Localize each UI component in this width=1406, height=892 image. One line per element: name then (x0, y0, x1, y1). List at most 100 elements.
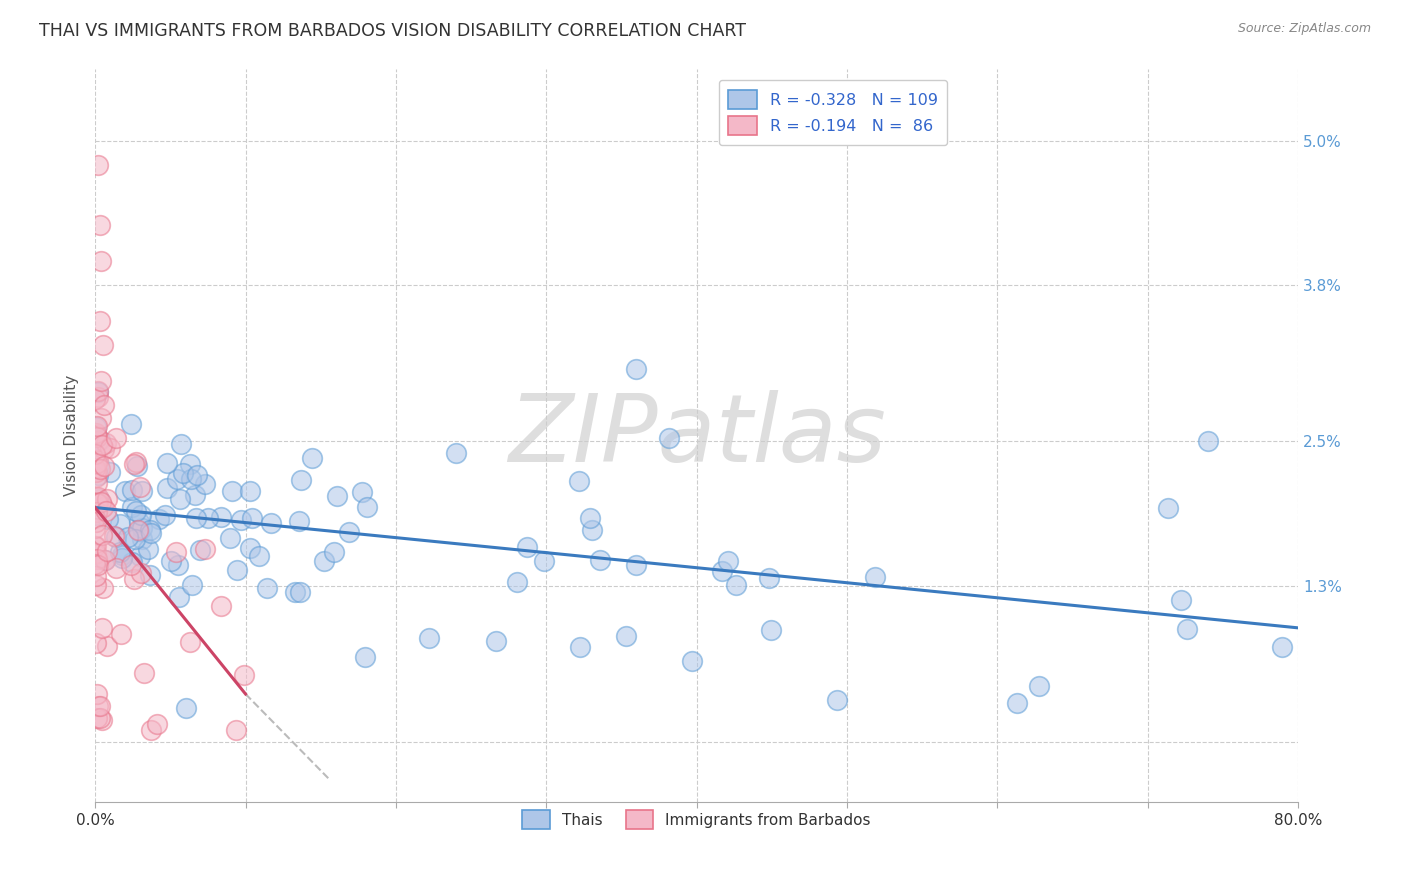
Point (138, 567, 160, 582)
Point (186, 511, 208, 525)
Point (131, 532, 153, 546)
Point (86, 711, 108, 725)
Point (181, 577, 204, 591)
Legend: Thais, Immigrants from Barbados: Thais, Immigrants from Barbados (516, 804, 877, 835)
Point (93, 458, 115, 473)
Point (89, 699, 111, 714)
Point (84, 546, 107, 560)
Point (240, 511, 263, 525)
Point (111, 549, 134, 563)
Point (87, 490, 110, 504)
Point (84, 540, 107, 554)
Point (93, 442, 115, 456)
Point (124, 455, 146, 469)
Point (226, 563, 249, 577)
Point (658, 431, 681, 445)
Point (84, 548, 107, 562)
Point (84, 420, 107, 434)
Point (84, 426, 107, 441)
Point (87, 458, 110, 472)
Point (506, 574, 529, 589)
Point (86, 475, 108, 490)
Point (132, 665, 155, 680)
Point (94, 553, 117, 567)
Point (568, 474, 591, 488)
Text: Source: ZipAtlas.com: Source: ZipAtlas.com (1237, 22, 1371, 36)
Point (350, 485, 373, 500)
Point (93, 552, 115, 566)
Point (125, 504, 148, 518)
Point (1271, 640, 1294, 655)
Point (1005, 696, 1028, 710)
Point (121, 555, 143, 569)
Point (568, 640, 591, 654)
Point (91, 438, 114, 452)
Point (84, 578, 107, 592)
Point (86, 505, 108, 519)
Point (579, 511, 602, 525)
Point (86, 418, 108, 433)
Point (89, 433, 111, 447)
Point (418, 631, 440, 645)
Point (89, 462, 111, 476)
Point (91, 500, 114, 514)
Point (681, 655, 703, 669)
Point (323, 545, 346, 559)
Point (219, 531, 242, 545)
Point (97, 512, 120, 526)
Point (121, 483, 143, 497)
Point (91, 528, 114, 542)
Point (354, 650, 377, 665)
Point (84, 465, 107, 479)
Point (98, 465, 121, 479)
Point (1028, 679, 1050, 693)
Point (188, 542, 211, 557)
Point (111, 551, 134, 566)
Point (84, 427, 107, 442)
Point (84, 510, 107, 524)
Point (125, 459, 148, 474)
Point (256, 581, 278, 595)
Point (103, 529, 125, 543)
Point (93, 398, 115, 412)
Point (581, 523, 603, 537)
Point (104, 561, 127, 575)
Point (197, 511, 219, 525)
Point (84, 521, 107, 535)
Point (139, 723, 162, 737)
Point (444, 446, 467, 460)
Point (86, 508, 108, 522)
Point (314, 554, 336, 568)
Point (89, 492, 111, 507)
Point (221, 484, 243, 499)
Point (725, 577, 748, 591)
Point (110, 545, 132, 559)
Point (356, 500, 378, 515)
Point (94, 504, 117, 518)
Point (91, 500, 114, 514)
Point (84, 557, 107, 571)
Point (96, 543, 118, 558)
Point (761, 623, 783, 637)
Point (225, 723, 247, 737)
Point (91, 338, 114, 352)
Point (169, 492, 191, 507)
Text: THAI VS IMMIGRANTS FROM BARBADOS VISION DISABILITY CORRELATION CHART: THAI VS IMMIGRANTS FROM BARBADOS VISION … (39, 22, 747, 40)
Point (326, 489, 349, 503)
Point (1175, 622, 1198, 636)
Point (131, 484, 153, 499)
Point (89, 314, 111, 328)
Point (98, 441, 121, 455)
Point (84, 539, 107, 553)
Point (180, 472, 202, 486)
Point (614, 629, 637, 643)
Point (533, 554, 555, 568)
Point (194, 541, 217, 556)
Point (89, 218, 111, 232)
Point (1157, 501, 1180, 516)
Point (167, 590, 190, 604)
Point (84, 455, 107, 469)
Point (186, 467, 208, 482)
Point (301, 450, 323, 465)
Point (128, 516, 150, 530)
